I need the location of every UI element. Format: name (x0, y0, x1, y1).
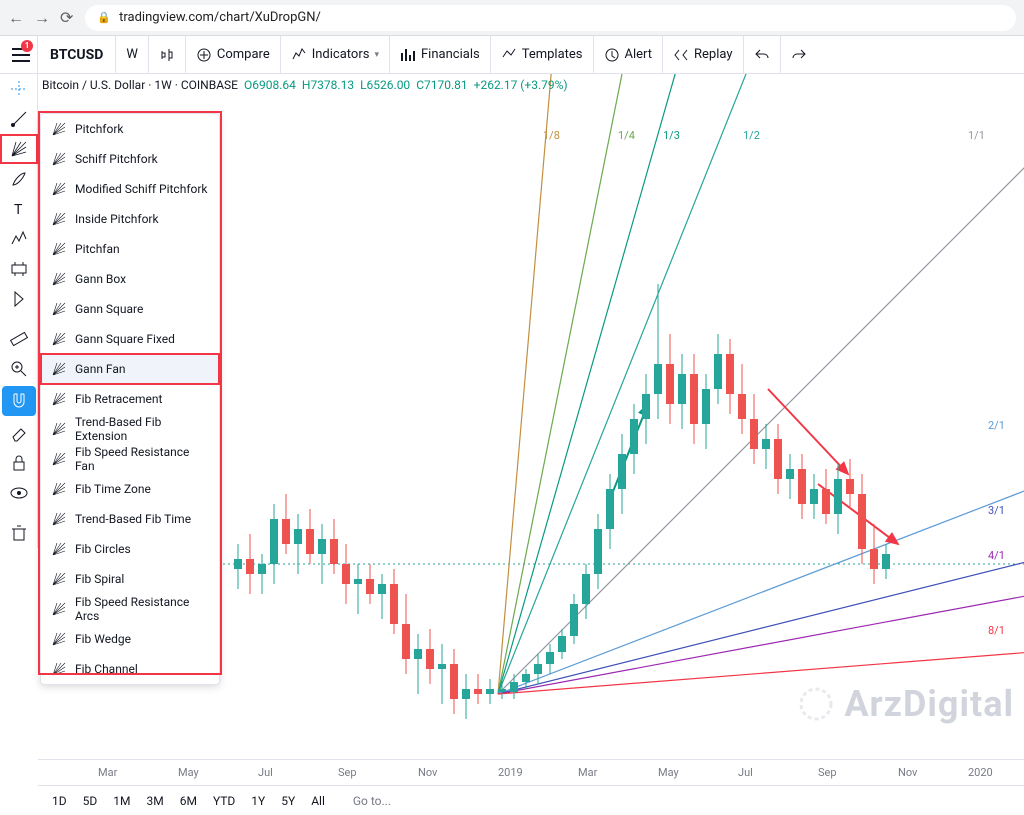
measure-tool[interactable] (0, 324, 38, 354)
time-label: May (658, 766, 679, 779)
gann-fib-dropdown: PitchforkSchiff PitchforkModified Schiff… (40, 113, 220, 685)
interval-button[interactable]: 3M (140, 790, 169, 812)
dropdown-item[interactable]: Pitchfork (41, 114, 219, 144)
interval-button[interactable]: 1D (46, 790, 73, 812)
back-button[interactable]: ← (8, 8, 24, 28)
menu-button[interactable]: 1 (4, 36, 38, 74)
watermark: ArzDigital (796, 683, 1014, 725)
trendline-tool[interactable] (0, 104, 38, 134)
indicators-button[interactable]: Indicators▾ (280, 36, 389, 74)
time-label: May (178, 766, 199, 779)
symbol-info-bar: Bitcoin / U.S. Dollar · 1W · COINBASE O6… (42, 78, 568, 92)
magnet-tool[interactable] (2, 386, 36, 416)
dropdown-item[interactable]: Gann Square Fixed (41, 324, 219, 354)
dropdown-item[interactable]: Modified Schiff Pitchfork (41, 174, 219, 204)
lock-tool[interactable] (0, 448, 38, 478)
url-text: tradingview.com/chart/XuDropGN/ (119, 10, 321, 25)
interval-bar: 1D5D1M3M6MYTD1Y5YAll Go to... (38, 785, 1024, 815)
browser-address-bar: ← → ⟳ 🔒 tradingview.com/chart/XuDropGN/ (0, 0, 1024, 36)
reload-button[interactable]: ⟳ (60, 8, 73, 28)
chart-top-toolbar: 1 BTCUSD W Compare Indicators▾ Financial… (0, 36, 1024, 74)
alert-button[interactable]: Alert (593, 36, 663, 74)
replay-button[interactable]: Replay (662, 36, 743, 74)
dropdown-item[interactable]: Fib Spiral (41, 564, 219, 594)
symbol-title: Bitcoin / U.S. Dollar · 1W · COINBASE (42, 78, 238, 92)
interval-button[interactable]: 1M (107, 790, 136, 812)
interval-button[interactable]: YTD (207, 790, 241, 812)
interval-button[interactable]: 1Y (245, 790, 271, 812)
dropdown-item[interactable]: Fib Channel (41, 654, 219, 684)
svg-text:1/1: 1/1 (968, 129, 985, 142)
time-label: Mar (578, 766, 597, 779)
svg-text:1/2: 1/2 (743, 129, 760, 142)
drawing-toolbar: T (0, 74, 38, 548)
svg-text:2/1: 2/1 (988, 419, 1005, 432)
prediction-tool[interactable] (0, 254, 38, 284)
interval-selector[interactable]: W (115, 36, 148, 74)
icon-tool[interactable] (0, 284, 38, 314)
svg-text:T: T (14, 202, 23, 218)
svg-text:1/4: 1/4 (618, 129, 635, 142)
dropdown-item[interactable]: Gann Square (41, 294, 219, 324)
dropdown-item[interactable]: Fib Speed Resistance Fan (41, 444, 219, 474)
time-label: Nov (418, 766, 437, 779)
visibility-tool[interactable] (0, 478, 38, 508)
delete-tool[interactable] (0, 518, 38, 548)
templates-button[interactable]: Templates (490, 36, 593, 74)
dropdown-item[interactable]: Gann Box (41, 264, 219, 294)
dropdown-item[interactable]: Trend-Based Fib Time (41, 504, 219, 534)
forward-button[interactable]: → (34, 8, 50, 28)
candle-style-button[interactable] (148, 36, 185, 74)
time-label: Sep (818, 766, 837, 779)
financials-button[interactable]: Financials (389, 36, 490, 74)
compare-button[interactable]: Compare (185, 36, 280, 74)
svg-text:1/8: 1/8 (543, 129, 560, 142)
text-tool[interactable]: T (0, 194, 38, 224)
time-axis[interactable]: Mar May Jul Sep Nov 2019 Mar May Jul Sep Nov 2020 (38, 759, 1024, 785)
redo-button[interactable] (780, 36, 817, 74)
dropdown-item[interactable]: Fib Circles (41, 534, 219, 564)
time-label: Sep (338, 766, 357, 779)
time-label: Jul (258, 766, 273, 779)
zoom-tool[interactable] (0, 354, 38, 384)
dropdown-item[interactable]: Pitchfan (41, 234, 219, 264)
time-label: Nov (898, 766, 917, 779)
time-label: 2020 (968, 766, 993, 779)
url-input[interactable]: 🔒 tradingview.com/chart/XuDropGN/ (85, 5, 1016, 31)
symbol-name[interactable]: BTCUSD (38, 47, 115, 63)
svg-text:4/1: 4/1 (988, 549, 1005, 562)
notification-badge: 1 (21, 40, 33, 52)
brush-tool[interactable] (0, 164, 38, 194)
cursor-tool[interactable] (0, 74, 38, 104)
dropdown-item[interactable]: Inside Pitchfork (41, 204, 219, 234)
interval-button[interactable]: 5Y (275, 790, 301, 812)
dropdown-item[interactable]: Gann Fan (41, 354, 219, 384)
interval-button[interactable]: All (305, 790, 331, 812)
dropdown-item[interactable]: Fib Wedge (41, 624, 219, 654)
time-label: Jul (738, 766, 753, 779)
interval-button[interactable]: 5D (77, 790, 104, 812)
goto-button[interactable]: Go to... (347, 790, 397, 812)
dropdown-item[interactable]: Fib Retracement (41, 384, 219, 414)
dropdown-item[interactable]: Fib Speed Resistance Arcs (41, 594, 219, 624)
eraser-tool[interactable] (0, 418, 38, 448)
interval-button[interactable]: 6M (174, 790, 203, 812)
svg-text:8/1: 8/1 (988, 624, 1005, 637)
lock-icon: 🔒 (97, 11, 111, 24)
time-label: 2019 (498, 766, 523, 779)
time-label: Mar (98, 766, 117, 779)
dropdown-item[interactable]: Schiff Pitchfork (41, 144, 219, 174)
svg-text:3/1: 3/1 (988, 504, 1005, 517)
undo-button[interactable] (743, 36, 780, 74)
dropdown-item[interactable]: Trend-Based Fib Extension (41, 414, 219, 444)
pattern-tool[interactable] (0, 224, 38, 254)
gann-fib-tool[interactable] (0, 134, 38, 164)
dropdown-item[interactable]: Fib Time Zone (41, 474, 219, 504)
svg-text:1/3: 1/3 (663, 129, 680, 142)
